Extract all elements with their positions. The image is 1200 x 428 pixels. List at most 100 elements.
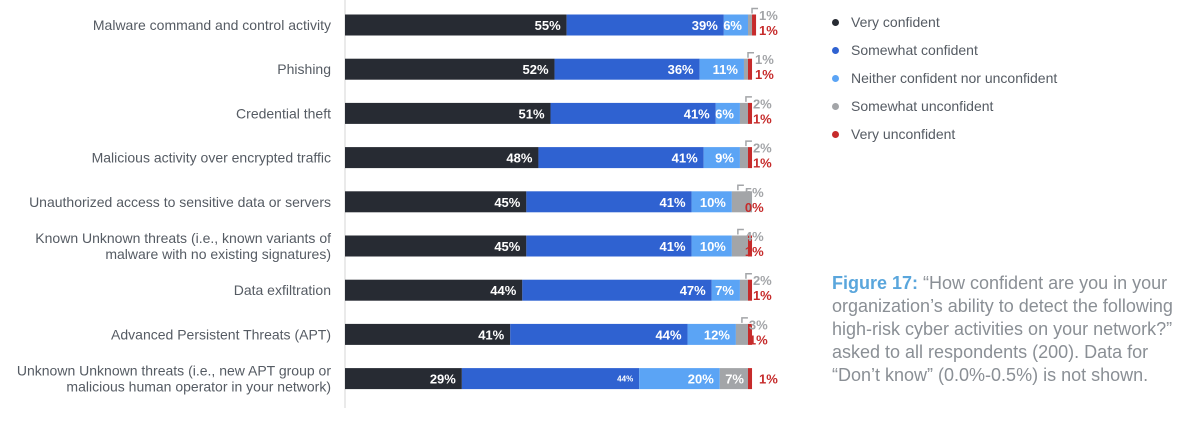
bar-segment [703, 147, 740, 169]
category-label: Malicious activity over encrypted traffi… [92, 150, 331, 166]
category-label: Phishing [277, 61, 331, 77]
data-label: 1% [759, 372, 778, 387]
category-label-line: Known Unknown threats (i.e., known varia… [35, 230, 331, 246]
data-label: 48% [506, 151, 532, 166]
bar-segment [345, 323, 511, 345]
data-label: 10% [700, 195, 726, 210]
bar-segment [639, 368, 720, 390]
category-label: Unauthorized access to sensitive data or… [29, 194, 331, 210]
callout-bracket [737, 184, 744, 191]
bar-segment [461, 368, 640, 390]
bar-segment [739, 147, 748, 169]
legend-item: Somewhat unconfident [832, 92, 1057, 120]
bar-segment [345, 102, 551, 124]
data-label: 52% [523, 62, 549, 77]
data-label: 1% [755, 52, 774, 67]
bar-segment [735, 323, 748, 345]
bar-segment [723, 14, 748, 36]
data-label: 2% [753, 141, 772, 156]
data-label: 10% [700, 239, 726, 254]
bar-segment [538, 147, 704, 169]
category-label: Malware command and control activity [93, 17, 331, 33]
bar-segment [687, 323, 736, 345]
data-label: 2% [753, 273, 772, 288]
bar-segment [550, 102, 716, 124]
legend-swatch [832, 46, 839, 54]
bar-segment [748, 368, 753, 390]
category-label-line: Unknown Unknown threats (i.e., new APT g… [17, 363, 331, 379]
category-label: Advanced Persistent Threats (APT) [111, 326, 331, 342]
bar-segment [748, 279, 753, 301]
data-label: 44% [656, 327, 682, 342]
data-label: 1% [745, 244, 764, 259]
bar-segment [345, 191, 527, 213]
bar-segment [752, 14, 757, 36]
bar-segment [719, 368, 748, 390]
figure-label: Figure 17: [832, 273, 919, 293]
bar-segment [522, 279, 712, 301]
legend-swatch [832, 102, 839, 110]
data-label: 45% [494, 195, 520, 210]
bar-segment [739, 102, 748, 124]
data-label: 47% [680, 283, 706, 298]
bar-segment [345, 368, 462, 390]
legend-swatch [832, 74, 839, 82]
data-label: 7% [725, 372, 744, 387]
bar-segment [748, 147, 753, 169]
bar-segment [743, 58, 748, 80]
category-label: Data exfiltration [234, 282, 331, 298]
data-label: 51% [518, 106, 544, 121]
data-label: 4% [745, 229, 764, 244]
callout-bracket [747, 51, 754, 58]
data-label: 1% [753, 288, 772, 303]
data-label: 1% [749, 332, 768, 347]
bar-segment [739, 279, 748, 301]
bar-segment [748, 235, 753, 257]
data-label: 11% [713, 62, 739, 77]
bar-segment [731, 191, 753, 213]
callout-bracket [737, 228, 744, 235]
figure-caption: Figure 17: “How confident are you in you… [832, 272, 1187, 387]
data-label: 41% [660, 195, 686, 210]
bar-segment [566, 14, 724, 36]
data-label: 6% [723, 18, 742, 33]
callout-bracket [745, 140, 752, 147]
data-label: 0% [745, 200, 764, 215]
category-label: Known Unknown threats (i.e., known varia… [35, 230, 331, 262]
bar-segment [345, 14, 567, 36]
data-label: 1% [759, 8, 778, 23]
bar-segment [345, 279, 523, 301]
data-label: 29% [430, 372, 456, 387]
legend: Very confident Somewhat confident Neither … [832, 8, 1057, 148]
data-label: 1% [755, 67, 774, 82]
data-label: 55% [535, 18, 561, 33]
data-label: 44% [490, 283, 516, 298]
callout-bracket [751, 7, 759, 14]
data-label: 41% [660, 239, 686, 254]
legend-label: Very confident [851, 14, 940, 30]
data-label: 36% [668, 62, 694, 77]
data-label: 2% [753, 96, 772, 111]
legend-label: Neither confident nor unconfident [851, 70, 1058, 86]
bar-segment [554, 58, 700, 80]
callout-bracket [741, 317, 748, 323]
bar-segment [748, 102, 753, 124]
category-label-line: malware with no existing signatures) [105, 246, 331, 262]
data-label: 6% [715, 106, 734, 121]
callout-bracket [745, 272, 752, 279]
data-label: 5% [745, 185, 764, 200]
data-label: 3% [749, 317, 768, 332]
legend-item: Neither confident nor unconfident [832, 64, 1057, 92]
bar-segment [345, 58, 555, 80]
legend-swatch [832, 18, 839, 26]
bar-segment [526, 235, 692, 257]
data-label: 12% [704, 327, 730, 342]
legend-label: Very unconfident [851, 126, 956, 142]
caption-text: “How confident are you in your organizat… [832, 273, 1173, 385]
legend-item: Very unconfident [832, 120, 1057, 148]
legend-label: Somewhat unconfident [851, 98, 994, 114]
category-label: Credential theft [236, 105, 331, 121]
data-label: 1% [753, 111, 772, 126]
legend-item: Somewhat confident [832, 36, 1057, 64]
data-label: 9% [715, 151, 734, 166]
